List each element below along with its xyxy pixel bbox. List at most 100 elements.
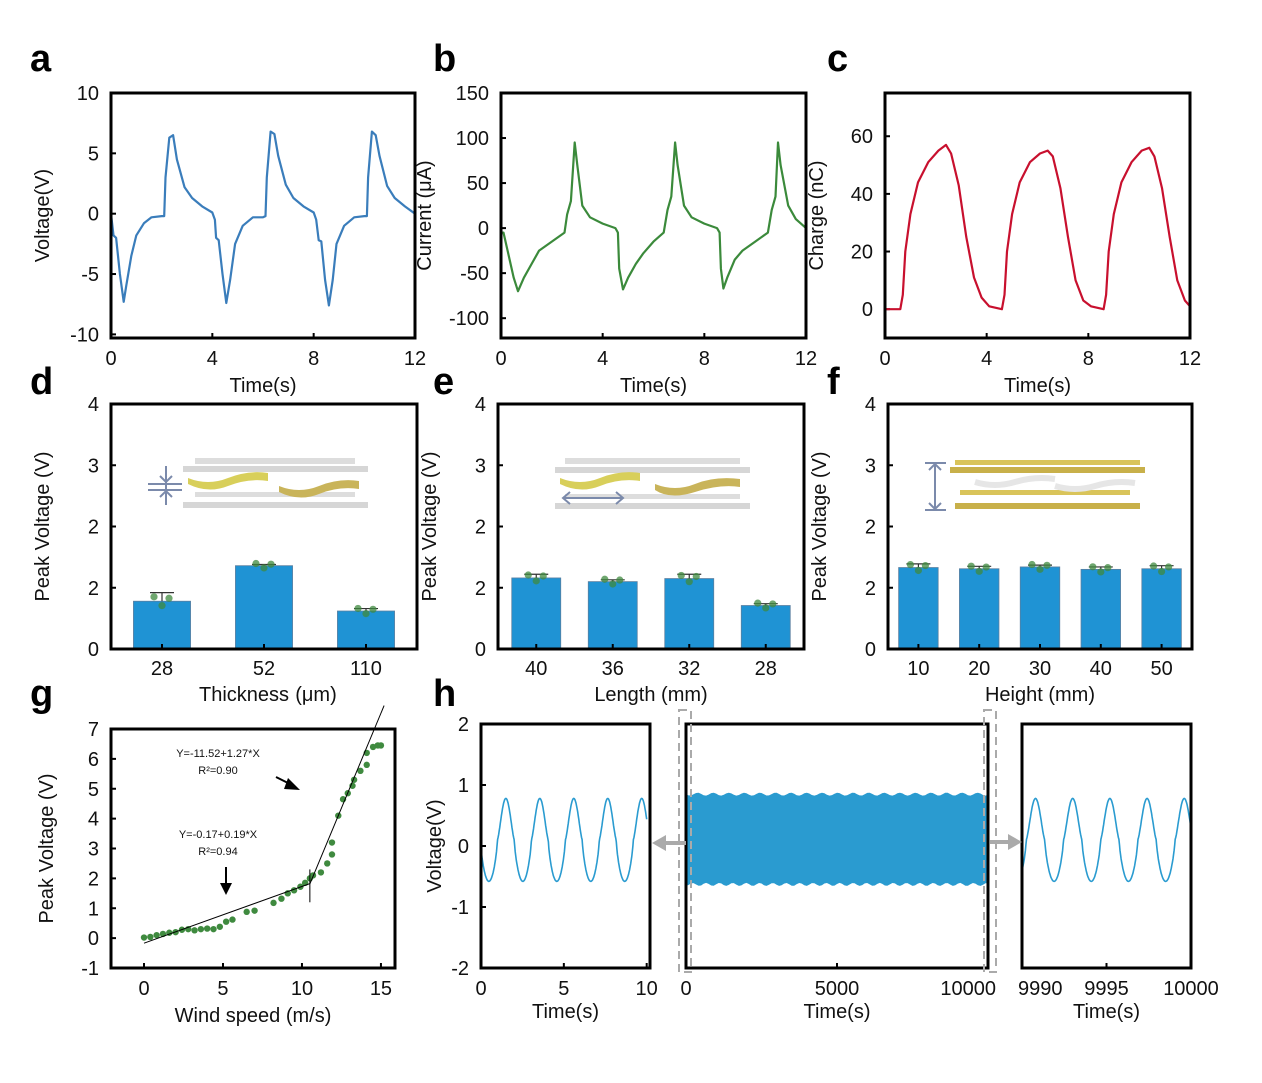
plot-frame <box>496 402 806 651</box>
panel-label-a: a <box>30 38 52 80</box>
data-point <box>609 580 617 588</box>
zoom-indicators <box>652 709 1022 973</box>
data-point <box>267 560 275 568</box>
y-tick-label: -5 <box>81 264 99 286</box>
y-tick-label: 0 <box>88 639 99 661</box>
chart-h-7: -2 -1 0 1 2 0 5 10 Time(s) Voltage(V) <box>424 714 658 1023</box>
y-tick-label: -1 <box>81 958 99 980</box>
x-tick-label: 9990 <box>1018 978 1063 1000</box>
arrow-head <box>284 778 300 790</box>
category-label: 28 <box>151 658 173 680</box>
fit-r2: R²=0.90 <box>198 765 237 777</box>
inset-thickness-illustration <box>148 458 368 508</box>
panel-label-e: e <box>433 361 454 403</box>
y-axis-label: Voltage(V) <box>32 169 54 262</box>
fit-line <box>143 883 311 944</box>
y-tick-label: 0 <box>862 299 873 321</box>
x-tick-label: 10000 <box>940 978 996 1000</box>
chart-h-9: 9990 9995 10000 Time(s) <box>1018 722 1219 1023</box>
x-tick-label: 0 <box>138 978 149 1000</box>
panel-label-b: b <box>433 38 456 80</box>
x-tick-label: 8 <box>699 348 710 370</box>
y-tick-label: 4 <box>88 394 99 416</box>
plot-frame <box>499 91 808 340</box>
fit-r2: R²=0.94 <box>198 846 237 858</box>
data-point <box>1150 562 1158 570</box>
y-tick-label: 100 <box>456 128 489 150</box>
data-point <box>362 609 370 618</box>
data-point <box>153 931 160 939</box>
category-label: 52 <box>253 658 275 680</box>
bar <box>959 568 1000 650</box>
data-point <box>1036 565 1044 573</box>
y-tick-label: 2 <box>865 578 876 600</box>
panel-label-g: g <box>30 673 53 715</box>
category-label: 20 <box>968 658 990 680</box>
data-point <box>140 934 148 941</box>
chart-a-0: -10 -5 0 5 10 0 4 8 12 Time(s) Voltage(V) <box>32 83 426 397</box>
bar <box>337 610 395 650</box>
x-tick-label: 12 <box>404 348 426 370</box>
bar <box>1141 568 1182 650</box>
y-tick-label: 0 <box>458 836 469 858</box>
chart-b-1: -100 -50 0 50 100 150 0 4 8 12 Time(s) Current (μA) <box>414 83 817 397</box>
series-line <box>109 130 416 307</box>
y-tick-label: 2 <box>88 578 99 600</box>
x-tick-label: 10 <box>291 978 313 1000</box>
data-point <box>147 933 154 941</box>
x-tick-label: 4 <box>597 348 608 370</box>
x-axis-label: Time(s) <box>803 1001 870 1023</box>
data-point <box>270 899 277 907</box>
y-axis-label: Charge (nC) <box>806 160 828 270</box>
y-tick-label: 0 <box>88 928 99 950</box>
x-axis-label: Time(s) <box>620 375 687 397</box>
series-line <box>885 143 1191 311</box>
arrow-head <box>220 883 232 895</box>
data-point <box>1104 564 1112 572</box>
data-point <box>1089 563 1097 571</box>
data-point <box>324 860 331 867</box>
y-axis-label: Voltage(V) <box>424 799 446 892</box>
category-label: 40 <box>1090 658 1112 680</box>
vertical-double-arrow-icon <box>925 462 946 511</box>
category-label: 32 <box>678 658 700 680</box>
x-tick-label: 0 <box>879 348 890 370</box>
y-axis-label: Current (μA) <box>414 160 436 270</box>
arrow-head <box>652 835 666 851</box>
y-tick-label: 4 <box>88 809 99 831</box>
panel-label-f: f <box>827 361 840 403</box>
series-line <box>501 141 807 293</box>
chart-f-5: 0 2 2 3 4 10 20 30 40 50 Height (mm) Peak Voltage (… <box>809 394 1194 706</box>
plot-frame <box>1020 722 1193 970</box>
bar <box>740 605 791 650</box>
data-point <box>165 594 173 602</box>
ribbon-shape <box>188 472 268 490</box>
data-point <box>539 572 547 580</box>
category-label: 110 <box>350 658 382 680</box>
y-tick-label: 2 <box>475 517 486 539</box>
data-point <box>229 916 236 923</box>
y-tick-label: 10 <box>77 83 99 105</box>
data-point <box>328 851 336 858</box>
x-tick-label: 5 <box>558 978 569 1000</box>
chart-e-4: 0 2 2 3 4 40 36 32 28 Length (mm) Peak Voltage (V) <box>419 394 806 706</box>
fit-equation: Y=-11.52+1.27*X <box>176 748 260 760</box>
plot-frame <box>684 722 990 970</box>
x-tick-label: 0 <box>475 978 486 1000</box>
y-tick-label: 4 <box>475 394 486 416</box>
x-axis-unit: (μm) <box>295 684 337 706</box>
category-label: 10 <box>907 658 929 680</box>
plot-frame <box>109 727 397 970</box>
y-tick-label: 1 <box>458 775 469 797</box>
data-point <box>369 605 377 613</box>
chart-h-8: 0 5000 10000 Time(s) <box>680 722 996 1023</box>
category-label: 28 <box>755 658 777 680</box>
x-tick-label: 5000 <box>815 978 860 1000</box>
x-axis-label: Time(s) <box>1073 1001 1140 1023</box>
fit-equation: Y=-0.17+0.19*X <box>179 829 258 841</box>
data-point <box>601 575 609 583</box>
data-point <box>532 577 540 585</box>
y-tick-label: 7 <box>88 719 99 741</box>
series-line <box>480 797 648 883</box>
y-axis-label: Peak Voltage (V) <box>32 451 54 601</box>
